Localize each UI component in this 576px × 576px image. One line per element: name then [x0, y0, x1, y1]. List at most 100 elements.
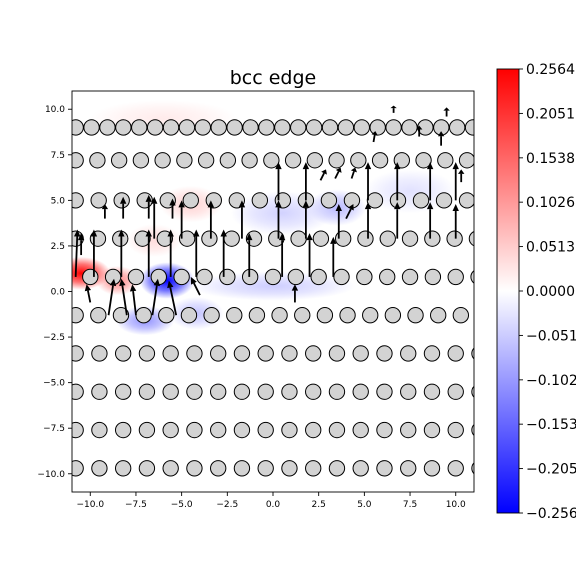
atom	[257, 460, 274, 477]
atom	[407, 307, 424, 324]
atom	[352, 383, 369, 400]
atom	[196, 268, 213, 286]
displacement-arrow	[364, 162, 372, 201]
displacement-arrow	[291, 284, 299, 303]
atom	[89, 152, 106, 169]
atom	[328, 383, 346, 400]
displacement-arrow	[90, 229, 98, 277]
atom	[412, 192, 430, 209]
displacement-arrow	[220, 229, 227, 277]
atom	[210, 421, 227, 439]
y-tick-label: 7.5	[51, 151, 65, 161]
atom	[210, 119, 227, 136]
field-blob	[364, 169, 456, 214]
atom	[312, 230, 330, 247]
atom	[321, 119, 339, 136]
displacement-arrow	[119, 196, 127, 219]
atom	[447, 268, 464, 286]
displacement-arrow	[426, 162, 434, 201]
atom	[379, 268, 396, 286]
atom	[210, 460, 227, 477]
atom	[112, 307, 130, 324]
atom	[223, 230, 240, 247]
atom	[90, 192, 107, 209]
atom	[415, 152, 432, 169]
atom	[333, 268, 350, 286]
chart-title: bcc edge	[230, 67, 317, 89]
atom	[162, 345, 179, 362]
displacement-arrow	[167, 229, 174, 277]
colorbar-tick-label: −0.1538	[526, 417, 576, 433]
atom	[423, 383, 441, 400]
atom	[146, 119, 164, 136]
displacement-arrow	[394, 162, 401, 201]
atom	[186, 421, 203, 439]
atom-layer	[72, 119, 474, 477]
atom	[320, 192, 338, 209]
displacement-arrow	[452, 204, 459, 239]
atom	[424, 230, 441, 247]
atom	[470, 270, 474, 284]
atom	[91, 345, 108, 362]
displacement-arrow	[84, 284, 92, 303]
y-tick-label: −5.0	[43, 379, 65, 389]
displacement-arrow	[107, 278, 117, 316]
atom	[328, 460, 346, 477]
atom	[138, 421, 156, 439]
colorbar-tick-label: 0.1538	[526, 151, 575, 167]
displacement-arrow	[178, 200, 185, 239]
displacement-arrow	[319, 169, 327, 181]
atom	[328, 345, 346, 362]
atom	[284, 152, 302, 169]
displacement-arrow	[443, 107, 450, 117]
atom	[114, 345, 132, 362]
displacement-arrow	[335, 204, 342, 239]
atom	[138, 460, 156, 477]
atom	[400, 345, 417, 362]
atom	[384, 307, 402, 324]
atom	[72, 421, 84, 439]
displacement-arrow	[167, 280, 178, 316]
colorbar-tick-label: −0.1026	[526, 373, 576, 389]
displacement-arrow	[193, 229, 200, 277]
atom	[305, 421, 322, 439]
y-axis: −10.0 −7.5 −5.0 −2.5 0.0 2.5 5.0 7.5 10.0	[37, 105, 72, 480]
displacement-arrow	[426, 202, 434, 239]
atom	[423, 421, 441, 439]
displacement-arrow	[302, 200, 310, 239]
atom	[435, 192, 453, 209]
y-tick-label: 10.0	[45, 105, 65, 115]
atom	[186, 383, 203, 400]
atom	[352, 345, 369, 362]
displacement-arrow	[345, 204, 354, 219]
atom	[72, 192, 84, 209]
displacement-arrow	[390, 105, 397, 113]
atom	[357, 230, 374, 247]
y-tick-label: −10.0	[37, 470, 65, 480]
displacement-arrow	[238, 200, 246, 239]
atom	[180, 307, 198, 324]
atom	[115, 119, 132, 136]
atom	[356, 268, 373, 286]
atom	[316, 307, 334, 324]
displacement-arrow	[119, 278, 128, 316]
atom	[110, 152, 128, 169]
x-tick-label: −10.0	[76, 500, 104, 510]
displacement-arrow	[458, 169, 465, 183]
atom	[306, 152, 324, 169]
atom	[127, 268, 145, 286]
atom	[376, 345, 393, 362]
atom	[91, 460, 108, 477]
atom	[197, 152, 215, 169]
atom	[424, 268, 442, 286]
atom	[376, 383, 393, 400]
atom	[233, 421, 251, 439]
atom	[294, 307, 311, 324]
atom	[138, 383, 156, 400]
atom	[226, 119, 243, 136]
atom	[400, 383, 417, 400]
colorbar: 0.2564 0.2051 0.1538 0.1026 0.0513 0.0000 −0.0…	[496, 62, 576, 522]
atom	[72, 383, 84, 400]
atom	[210, 345, 227, 362]
displacement-arrow	[437, 131, 445, 146]
